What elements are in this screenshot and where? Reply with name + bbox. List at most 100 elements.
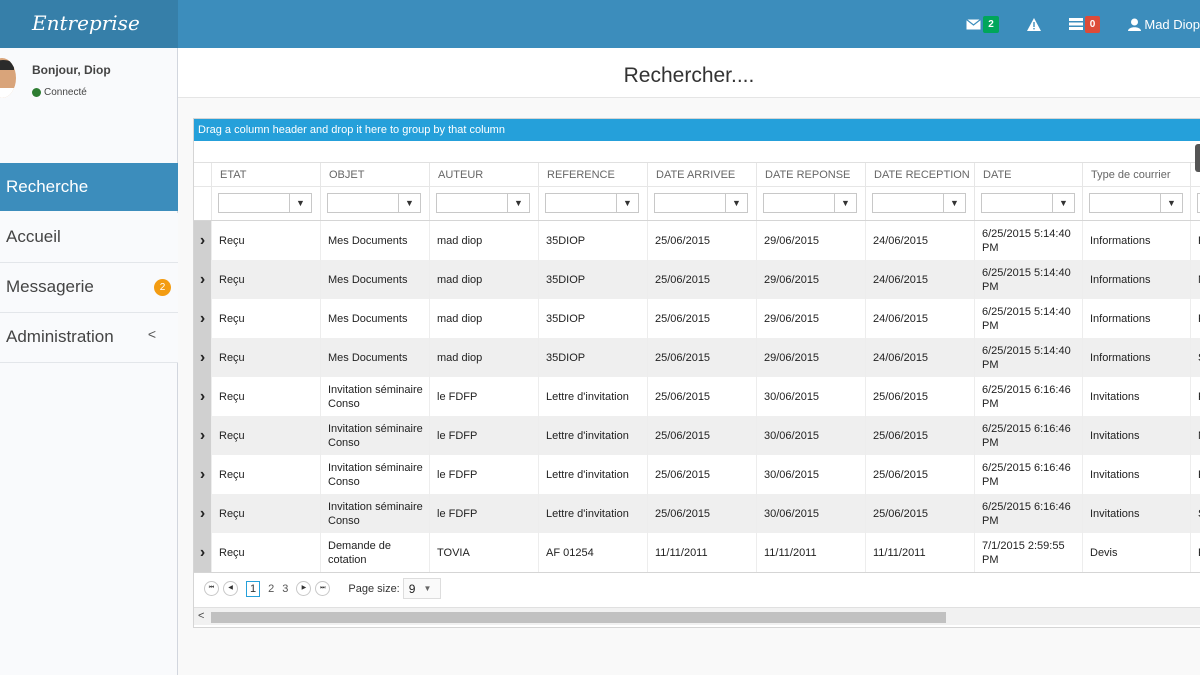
- next-page-icon[interactable]: ▶: [296, 581, 312, 596]
- filter-input-next[interactable]: [1197, 193, 1200, 213]
- table-row[interactable]: › Reçu Mes Documents mad diop 35DIOP 25/06/20…: [194, 299, 1200, 338]
- table-row[interactable]: › Reçu Invitation séminaire Conso le FDFP Le…: [194, 377, 1200, 416]
- alerts-nav[interactable]: [1026, 17, 1041, 31]
- column-header-objet[interactable]: OBJET: [320, 163, 429, 186]
- filter-input-etat[interactable]: [218, 193, 290, 213]
- tasks-nav[interactable]: 0: [1068, 15, 1101, 33]
- page-number-3[interactable]: 3: [282, 582, 289, 595]
- column-header-type-courrier[interactable]: Type de courrier: [1082, 163, 1190, 186]
- table-row[interactable]: › Reçu Invitation séminaire Conso le FDFP Le…: [194, 455, 1200, 494]
- column-header-date-reception[interactable]: DATE RECEPTION: [865, 163, 974, 186]
- chevron-right-icon[interactable]: ›: [194, 377, 211, 416]
- table-cell-etat: Reçu: [211, 494, 320, 533]
- chevron-left-icon: <: [147, 326, 156, 342]
- scrollbar-thumb[interactable]: [211, 612, 946, 623]
- prev-page-icon[interactable]: ◀: [223, 581, 238, 596]
- funnel-icon[interactable]: ▼: [1161, 193, 1183, 213]
- horizontal-scrollbar[interactable]: <: [194, 607, 1200, 625]
- messagerie-badge: 2: [154, 279, 171, 296]
- sidebar-item-accueil[interactable]: Accueil: [0, 213, 178, 263]
- funnel-icon[interactable]: ▼: [290, 193, 312, 213]
- sidebar-item-administration[interactable]: Administration <: [0, 313, 178, 363]
- chevron-right-icon[interactable]: ›: [194, 455, 211, 494]
- table-cell-objet: Invitation séminaire Conso: [320, 416, 429, 455]
- table-cell-date-reception: 11/11/2011: [865, 533, 974, 572]
- user-name: Mad Diop: [1144, 16, 1200, 32]
- user-panel: Bonjour, Diop Connecté: [0, 48, 177, 118]
- filter-input-date[interactable]: [981, 193, 1053, 213]
- table-cell-date-arrivee: 25/06/2015: [647, 299, 756, 338]
- table-cell-next: S: [1190, 338, 1200, 377]
- scroll-left-icon[interactable]: <: [198, 610, 205, 622]
- column-header-etat[interactable]: ETAT: [211, 163, 320, 186]
- chevron-right-icon[interactable]: ›: [194, 533, 211, 572]
- table-row[interactable]: › Reçu Demande de cotation TOVIA AF 01254 11/…: [194, 533, 1200, 572]
- table-cell-auteur: mad diop: [429, 338, 538, 377]
- page-size-select[interactable]: 9 ▼: [402, 578, 441, 599]
- table-row[interactable]: › Reçu Mes Documents mad diop 35DIOP 25/06/20…: [194, 260, 1200, 299]
- warning-icon: [1026, 17, 1041, 31]
- chevron-right-icon[interactable]: ›: [194, 338, 211, 377]
- last-page-icon[interactable]: ⏭: [315, 581, 331, 596]
- table-cell-date-arrivee: 25/06/2015: [647, 455, 756, 494]
- column-header-date-arrivee[interactable]: DATE ARRIVEE: [647, 163, 756, 186]
- chevron-right-icon[interactable]: ›: [194, 494, 211, 533]
- user-menu[interactable]: Mad Diop: [1128, 17, 1200, 32]
- chevron-right-icon[interactable]: ›: [194, 416, 211, 455]
- page-number-2[interactable]: 2: [268, 582, 275, 595]
- sidebar-item-recherche[interactable]: Recherche: [0, 163, 178, 211]
- chevron-right-icon[interactable]: ›: [194, 260, 211, 299]
- column-header-reference[interactable]: REFERENCE: [538, 163, 647, 186]
- funnel-icon[interactable]: ▼: [617, 193, 639, 213]
- funnel-icon[interactable]: ▼: [835, 193, 857, 213]
- table-cell-date-reponse: 30/06/2015: [756, 416, 865, 455]
- filter-input-type-courrier[interactable]: [1089, 193, 1161, 213]
- filter-input-auteur[interactable]: [436, 193, 508, 213]
- table-cell-next: F: [1190, 533, 1200, 572]
- table-cell-date-arrivee: 11/11/2011: [647, 533, 756, 572]
- table-row[interactable]: › Reçu Mes Documents mad diop 35DIOP 25/06/20…: [194, 221, 1200, 260]
- sidebar-item-label: Administration: [6, 327, 114, 346]
- table-cell-reference: AF 01254: [538, 533, 647, 572]
- funnel-icon[interactable]: ▼: [944, 193, 966, 213]
- table-cell-date-reponse: 30/06/2015: [756, 494, 865, 533]
- funnel-icon[interactable]: ▼: [1053, 193, 1075, 213]
- tasks-icon: [1068, 18, 1083, 30]
- filter-input-objet[interactable]: [327, 193, 399, 213]
- side-panel-handle[interactable]: [1195, 144, 1200, 172]
- funnel-icon[interactable]: ▼: [726, 193, 748, 213]
- table-row[interactable]: › Reçu Invitation séminaire Conso le FDFP Le…: [194, 494, 1200, 533]
- first-page-icon[interactable]: ⏮: [204, 581, 219, 596]
- page-number-1[interactable]: 1: [246, 580, 261, 597]
- funnel-icon[interactable]: ▼: [399, 193, 421, 213]
- table-cell-etat: Reçu: [211, 533, 320, 572]
- table-cell-date-reception: 25/06/2015: [865, 377, 974, 416]
- table-row[interactable]: › Reçu Mes Documents mad diop 35DIOP 25/06/20…: [194, 338, 1200, 377]
- filter-input-reference[interactable]: [545, 193, 617, 213]
- chevron-right-icon[interactable]: ›: [194, 299, 211, 338]
- grid-toolbar: [194, 141, 1200, 163]
- filter-input-date-reponse[interactable]: [763, 193, 835, 213]
- column-header-date[interactable]: DATE: [974, 163, 1082, 186]
- brand-logo[interactable]: Entreprise: [0, 0, 178, 48]
- column-header-auteur[interactable]: AUTEUR: [429, 163, 538, 186]
- table-cell-etat: Reçu: [211, 377, 320, 416]
- sidebar-item-messagerie[interactable]: Messagerie 2: [0, 263, 178, 313]
- table-cell-date-reception: 24/06/2015: [865, 338, 974, 377]
- filter-cell-date-arrivee: ▼: [647, 187, 756, 220]
- group-drop-zone[interactable]: Drag a column header and drop it here to…: [194, 119, 1200, 141]
- table-cell-next: F: [1190, 377, 1200, 416]
- chevron-right-icon[interactable]: ›: [194, 221, 211, 260]
- funnel-icon[interactable]: ▼: [508, 193, 530, 213]
- column-header-next[interactable]: [1190, 163, 1200, 186]
- table-row[interactable]: › Reçu Invitation séminaire Conso le FDFP Le…: [194, 416, 1200, 455]
- column-header-date-reponse[interactable]: DATE REPONSE: [756, 163, 865, 186]
- table-cell-date-reponse: 11/11/2011: [756, 533, 865, 572]
- filter-input-date-reception[interactable]: [872, 193, 944, 213]
- messages-nav[interactable]: 2: [966, 15, 999, 33]
- table-cell-objet: Demande de cotation: [320, 533, 429, 572]
- filter-cell-type-courrier: ▼: [1082, 187, 1190, 220]
- table-cell-next: F: [1190, 455, 1200, 494]
- filter-input-date-arrivee[interactable]: [654, 193, 726, 213]
- table-cell-type: Devis: [1082, 533, 1190, 572]
